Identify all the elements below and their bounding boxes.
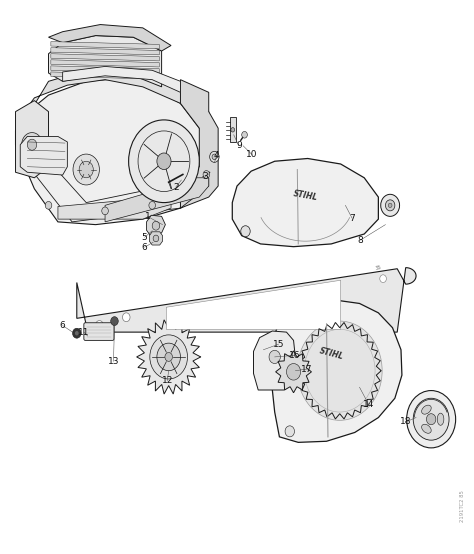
Text: 35: 35: [375, 265, 382, 271]
Polygon shape: [48, 35, 162, 87]
Circle shape: [128, 120, 199, 203]
Text: 14: 14: [363, 401, 374, 409]
Text: 15: 15: [273, 340, 284, 349]
Circle shape: [73, 154, 100, 185]
Text: 6: 6: [60, 321, 65, 330]
Text: 3: 3: [202, 172, 208, 181]
Circle shape: [297, 321, 382, 420]
Circle shape: [96, 321, 103, 330]
Text: 8: 8: [357, 235, 364, 244]
Circle shape: [286, 363, 301, 380]
Text: 5: 5: [142, 233, 147, 242]
Circle shape: [407, 391, 456, 448]
Circle shape: [122, 313, 130, 322]
Polygon shape: [146, 216, 165, 237]
Polygon shape: [230, 117, 236, 142]
Circle shape: [45, 202, 52, 209]
Ellipse shape: [422, 405, 431, 414]
Polygon shape: [51, 60, 159, 67]
Circle shape: [241, 225, 250, 237]
Polygon shape: [63, 66, 181, 93]
Circle shape: [427, 414, 436, 425]
Polygon shape: [51, 72, 159, 79]
Circle shape: [231, 127, 235, 132]
Text: 17: 17: [301, 365, 312, 373]
Polygon shape: [51, 48, 159, 55]
Polygon shape: [105, 178, 209, 222]
Circle shape: [385, 200, 395, 211]
Circle shape: [153, 235, 159, 242]
Circle shape: [149, 202, 155, 209]
Polygon shape: [51, 66, 159, 73]
Ellipse shape: [422, 424, 431, 433]
Polygon shape: [149, 232, 163, 245]
Circle shape: [285, 426, 294, 437]
Text: 7: 7: [349, 213, 355, 223]
Circle shape: [22, 132, 42, 157]
Polygon shape: [77, 268, 416, 332]
Circle shape: [388, 203, 392, 208]
Polygon shape: [181, 80, 218, 208]
Circle shape: [212, 154, 217, 160]
Circle shape: [111, 317, 118, 326]
Text: 2: 2: [173, 183, 179, 192]
Circle shape: [380, 275, 386, 283]
Polygon shape: [58, 197, 171, 219]
Circle shape: [165, 352, 173, 361]
Circle shape: [152, 222, 160, 230]
Polygon shape: [276, 351, 311, 393]
Text: STIHL: STIHL: [318, 347, 345, 362]
Circle shape: [157, 153, 171, 170]
Circle shape: [157, 343, 181, 371]
Circle shape: [27, 139, 36, 150]
FancyBboxPatch shape: [84, 323, 114, 340]
Text: 2191TC2 85: 2191TC2 85: [460, 490, 465, 522]
Circle shape: [150, 335, 188, 379]
Polygon shape: [166, 280, 341, 330]
Ellipse shape: [438, 413, 444, 425]
Circle shape: [102, 207, 109, 215]
Text: STIHL: STIHL: [292, 189, 319, 202]
Circle shape: [269, 350, 280, 363]
Circle shape: [242, 131, 247, 138]
Circle shape: [210, 151, 219, 162]
Circle shape: [203, 171, 210, 178]
Text: 9: 9: [236, 141, 242, 150]
Polygon shape: [51, 54, 159, 61]
Text: 12: 12: [162, 376, 173, 385]
Text: 4: 4: [214, 151, 219, 160]
Circle shape: [73, 329, 81, 338]
Circle shape: [79, 161, 93, 178]
Polygon shape: [20, 70, 209, 128]
Text: 11: 11: [78, 327, 90, 337]
Polygon shape: [51, 42, 159, 49]
Polygon shape: [269, 300, 402, 442]
Polygon shape: [232, 158, 378, 247]
Text: 1: 1: [145, 212, 150, 221]
Polygon shape: [254, 331, 296, 390]
Polygon shape: [48, 24, 171, 51]
Circle shape: [413, 398, 449, 440]
Polygon shape: [16, 101, 48, 178]
Text: 16: 16: [289, 351, 301, 360]
Text: 10: 10: [246, 150, 258, 159]
Polygon shape: [16, 79, 209, 224]
Text: 18: 18: [400, 418, 411, 427]
Text: 6: 6: [142, 243, 147, 252]
Text: 13: 13: [108, 357, 119, 366]
Polygon shape: [20, 136, 67, 175]
Circle shape: [381, 194, 400, 217]
Circle shape: [75, 331, 79, 335]
Polygon shape: [137, 320, 201, 394]
